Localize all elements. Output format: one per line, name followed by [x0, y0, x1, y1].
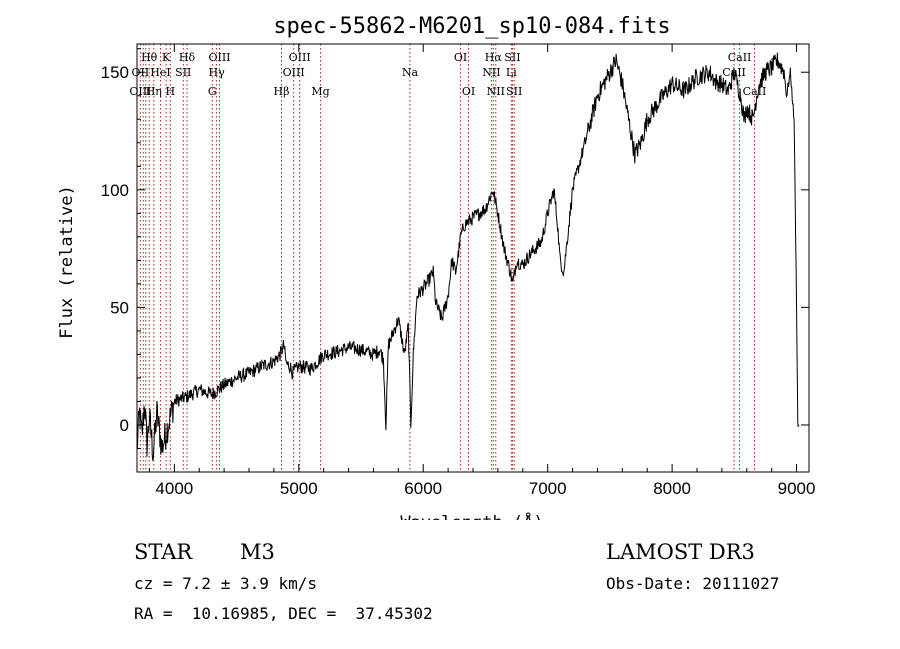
x-axis-label: Wavelength (Å): [400, 511, 543, 520]
line-label: CaII: [743, 85, 767, 98]
line-label: Na: [402, 66, 419, 79]
x-tick-label: 5000: [280, 479, 318, 498]
observation-date: Obs-Date: 20111027: [606, 574, 780, 593]
line-label: NII: [482, 66, 500, 79]
line-label: OIII: [129, 85, 151, 98]
line-label: NII: [487, 85, 505, 98]
line-label: H: [166, 85, 176, 98]
line-label: Hγ: [209, 66, 226, 79]
spectrum-chart: spec-55862-M6201_sp10-084.fits Hθ K Hδ OIII…: [57, 14, 816, 520]
line-label: CaII: [728, 51, 752, 64]
line-label: HeI: [150, 66, 170, 79]
survey-name: LAMOST DR3: [606, 540, 755, 564]
redshift-velocity: cz = 7.2 ± 3.9 km/s: [134, 574, 318, 593]
line-label: Li: [506, 66, 517, 79]
line-label: Hη: [146, 85, 162, 98]
line-label: Hβ: [274, 85, 290, 98]
plot-frame: [136, 43, 810, 473]
coordinates: RA = 10.16985, DEC = 37.45302: [134, 604, 433, 623]
line-label: OI: [462, 85, 475, 98]
y-tick-label: 100: [101, 181, 129, 200]
chart-title: spec-55862-M6201_sp10-084.fits: [273, 14, 670, 39]
line-label: SII: [506, 85, 522, 98]
line-label: OIII: [283, 66, 305, 79]
x-tick-label: 7000: [529, 479, 567, 498]
x-tick-label: 9000: [778, 479, 816, 498]
line-label: Hθ: [141, 51, 158, 64]
line-label: OIII: [289, 51, 311, 64]
line-label: K: [162, 51, 171, 64]
subclass: M3: [240, 540, 275, 564]
y-tick-label: 50: [110, 298, 129, 317]
y-tick-label: 0: [120, 416, 129, 435]
y-axis-label: Flux (relative): [57, 185, 77, 339]
line-label: G: [208, 85, 217, 98]
line-label: SII: [504, 51, 520, 64]
x-tick-label: 8000: [653, 479, 691, 498]
axis-ticks: 4000 5000 6000 7000 8000 9000 0 50 100 150: [101, 44, 816, 498]
object-type: STAR: [134, 540, 193, 564]
line-label: SII: [175, 66, 191, 79]
line-label: Hδ: [179, 51, 196, 64]
line-label: Mg: [311, 85, 329, 98]
line-label: Hα: [485, 51, 503, 64]
line-label: OIII: [208, 51, 230, 64]
y-tick-label: 150: [101, 63, 129, 82]
x-tick-label: 6000: [404, 479, 442, 498]
x-tick-label: 4000: [155, 479, 193, 498]
spectrum-line: [136, 52, 800, 462]
line-label: OI: [454, 51, 467, 64]
